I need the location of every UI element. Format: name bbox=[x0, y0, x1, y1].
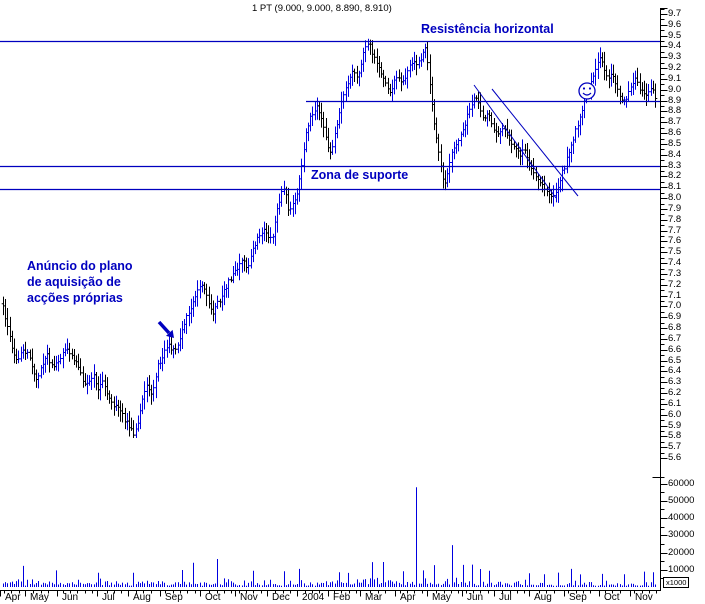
volume-tick-label: 30000 bbox=[668, 529, 695, 540]
down-arrow-head-icon bbox=[166, 329, 174, 338]
channel-line-1[interactable] bbox=[473, 84, 557, 199]
volume-tick-label: 20000 bbox=[668, 547, 695, 558]
price-tick-label: 6.7 bbox=[668, 333, 682, 344]
price-tick-label: 5.6 bbox=[668, 452, 682, 463]
month-label: Oct bbox=[205, 592, 221, 603]
resistance-annotation: Resistência horizontal bbox=[421, 22, 554, 36]
price-tick-label: 9.7 bbox=[668, 8, 682, 19]
price-tick-label: 9.1 bbox=[668, 73, 682, 84]
price-tick-label: 7.9 bbox=[668, 203, 682, 214]
price-tick-label: 5.9 bbox=[668, 420, 682, 431]
price-tick-label: 6.3 bbox=[668, 376, 682, 387]
price-tick-label: 7.4 bbox=[668, 257, 682, 268]
price-tick-label: 6.6 bbox=[668, 344, 682, 355]
volume-tick-label: 60000 bbox=[668, 478, 695, 489]
price-tick-label: 8.8 bbox=[668, 105, 682, 116]
price-tick-label: 8.4 bbox=[668, 149, 682, 160]
announcement-line-3: acções próprias bbox=[27, 291, 123, 305]
volume-unit-label: x1000 bbox=[663, 577, 690, 588]
price-tick-label: 9.5 bbox=[668, 30, 682, 41]
price-tick-label: 8.7 bbox=[668, 116, 682, 127]
price-tick-label: 7.3 bbox=[668, 268, 682, 279]
price-tick-label: 7.8 bbox=[668, 214, 682, 225]
month-label: Feb bbox=[333, 592, 351, 603]
price-tick-label: 6.1 bbox=[668, 398, 682, 409]
price-tick-label: 8.6 bbox=[668, 127, 682, 138]
month-label: Oct bbox=[604, 592, 620, 603]
month-label: Jun bbox=[62, 592, 79, 603]
price-tick-label: 9.3 bbox=[668, 51, 682, 62]
smiley-mouth bbox=[582, 92, 592, 96]
price-tick-label: 5.7 bbox=[668, 441, 682, 452]
month-label: Apr bbox=[400, 592, 416, 603]
month-label: Jul bbox=[102, 592, 115, 603]
price-tick-label: 6.8 bbox=[668, 322, 682, 333]
smiley-face-icon bbox=[578, 82, 596, 100]
price-tick-label: 7.6 bbox=[668, 235, 682, 246]
month-label: Jun bbox=[467, 592, 484, 603]
month-label: Aug bbox=[133, 592, 151, 603]
month-label: Apr bbox=[5, 592, 21, 603]
announcement-line-2: de aquisição de bbox=[27, 275, 121, 289]
price-bars-down bbox=[1, 39, 658, 438]
month-label: May bbox=[432, 592, 451, 603]
month-label: Nov bbox=[635, 592, 653, 603]
price-tick-label: 8.9 bbox=[668, 95, 682, 106]
chart-title: 1 PT (9.000, 9.000, 8.890, 8.910) bbox=[252, 3, 392, 14]
announcement-line-1: Anúncio do plano bbox=[27, 259, 133, 273]
volume-tick-label: 50000 bbox=[668, 495, 695, 506]
price-tick-label: 7.1 bbox=[668, 290, 682, 301]
price-tick-label: 9.6 bbox=[668, 19, 682, 30]
smiley-eye-right bbox=[588, 87, 592, 90]
price-tick-label: 7.5 bbox=[668, 246, 682, 257]
price-tick-label: 9.2 bbox=[668, 62, 682, 73]
price-tick-label: 8.0 bbox=[668, 192, 682, 203]
price-tick-label: 6.4 bbox=[668, 365, 682, 376]
price-tick-label: 8.2 bbox=[668, 170, 682, 181]
price-tick-label: 6.0 bbox=[668, 409, 682, 420]
price-tick-label: 8.1 bbox=[668, 181, 682, 192]
axis-tick-marks bbox=[0, 8, 668, 597]
price-tick-label: 9.4 bbox=[668, 40, 682, 51]
price-tick-label: 7.7 bbox=[668, 225, 682, 236]
price-tick-label: 7.0 bbox=[668, 300, 682, 311]
price-tick-label: 8.3 bbox=[668, 160, 682, 171]
price-bars-up bbox=[16, 38, 654, 438]
price-tick-label: 9.0 bbox=[668, 84, 682, 95]
month-label: 2004 bbox=[302, 592, 325, 603]
month-label: Nov bbox=[240, 592, 258, 603]
channel-line-2[interactable] bbox=[491, 88, 579, 197]
price-tick-label: 6.5 bbox=[668, 355, 682, 366]
support-zone-annotation: Zona de suporte bbox=[311, 168, 409, 182]
volume-tick-label: 40000 bbox=[668, 512, 695, 523]
month-label: Sep bbox=[569, 592, 587, 603]
month-label: Mar bbox=[365, 592, 383, 603]
volume-bars bbox=[3, 487, 656, 587]
price-tick-label: 7.2 bbox=[668, 279, 682, 290]
price-tick-label: 8.5 bbox=[668, 138, 682, 149]
smiley-eye-left bbox=[582, 87, 586, 90]
volume-tick-label: 10000 bbox=[668, 564, 695, 575]
price-tick-label: 5.8 bbox=[668, 430, 682, 441]
buyback-announcement-annotation: Anúncio do plano de aquisição de acções … bbox=[27, 258, 133, 306]
down-arrow-icon bbox=[157, 320, 171, 335]
month-label: Jul bbox=[499, 592, 512, 603]
month-label: Dec bbox=[272, 592, 290, 603]
price-tick-label: 6.2 bbox=[668, 387, 682, 398]
month-label: Sep bbox=[165, 592, 183, 603]
price-tick-label: 6.9 bbox=[668, 311, 682, 322]
month-label: May bbox=[30, 592, 49, 603]
month-label: Aug bbox=[534, 592, 552, 603]
